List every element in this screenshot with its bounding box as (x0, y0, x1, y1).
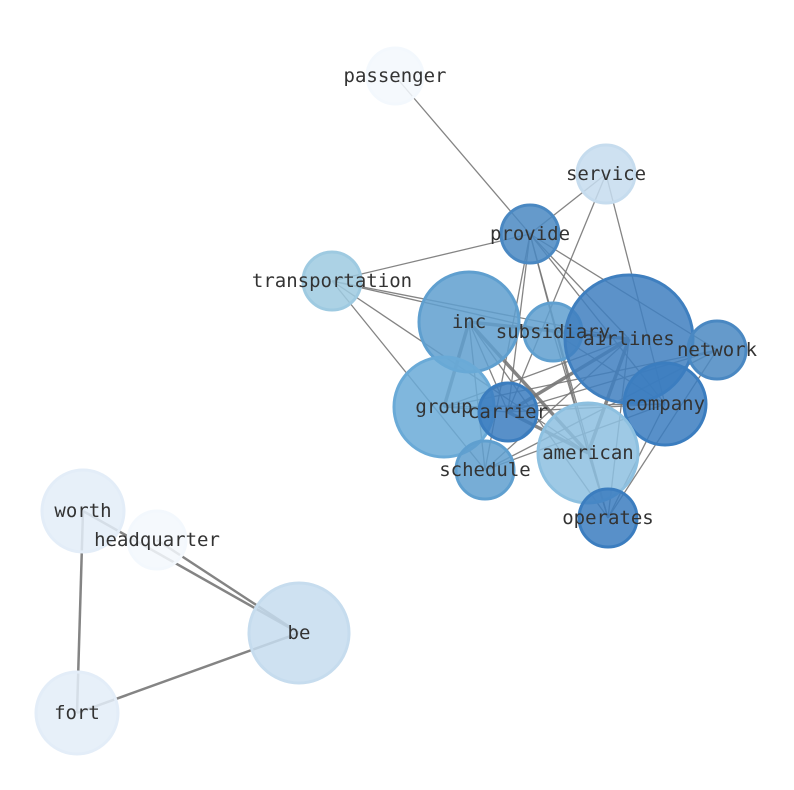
node-company[interactable] (622, 361, 708, 447)
node-label-passenger: passenger (344, 65, 447, 87)
node-service[interactable] (575, 143, 637, 205)
node-worth[interactable] (40, 468, 126, 554)
edge-provide-transportation (331, 233, 531, 282)
edge-service-carrier (507, 173, 607, 413)
node-label-be: be (288, 622, 311, 644)
node-be[interactable] (247, 581, 351, 685)
node-label-group: group (415, 396, 472, 418)
node-operates[interactable] (577, 487, 639, 549)
node-label-fort: fort (54, 702, 100, 724)
node-label-network: network (677, 339, 758, 361)
node-label-carrier: carrier (468, 401, 548, 423)
node-transportation[interactable] (301, 250, 363, 312)
edge-passenger-provide (394, 75, 531, 235)
node-headquarter[interactable] (126, 509, 188, 571)
node-label-worth: worth (54, 500, 111, 522)
node-label-airlines: airlines (583, 328, 675, 350)
node-label-american: american (542, 442, 634, 464)
node-schedule[interactable] (454, 439, 516, 501)
node-carrier[interactable] (477, 381, 539, 443)
node-label-transportation: transportation (252, 270, 412, 292)
node-label-subsidiary: subsidiary (496, 321, 610, 343)
node-label-operates: operates (562, 507, 654, 529)
node-label-service: service (566, 163, 646, 185)
node-passenger[interactable] (365, 46, 425, 106)
node-fort[interactable] (34, 670, 120, 756)
node-label-provide: provide (490, 223, 570, 245)
node-label-inc: inc (452, 311, 486, 333)
node-provide[interactable] (499, 203, 561, 265)
node-label-schedule: schedule (439, 459, 531, 481)
node-label-company: company (625, 393, 705, 415)
node-network[interactable] (686, 319, 748, 381)
node-label-headquarter: headquarter (94, 529, 220, 551)
